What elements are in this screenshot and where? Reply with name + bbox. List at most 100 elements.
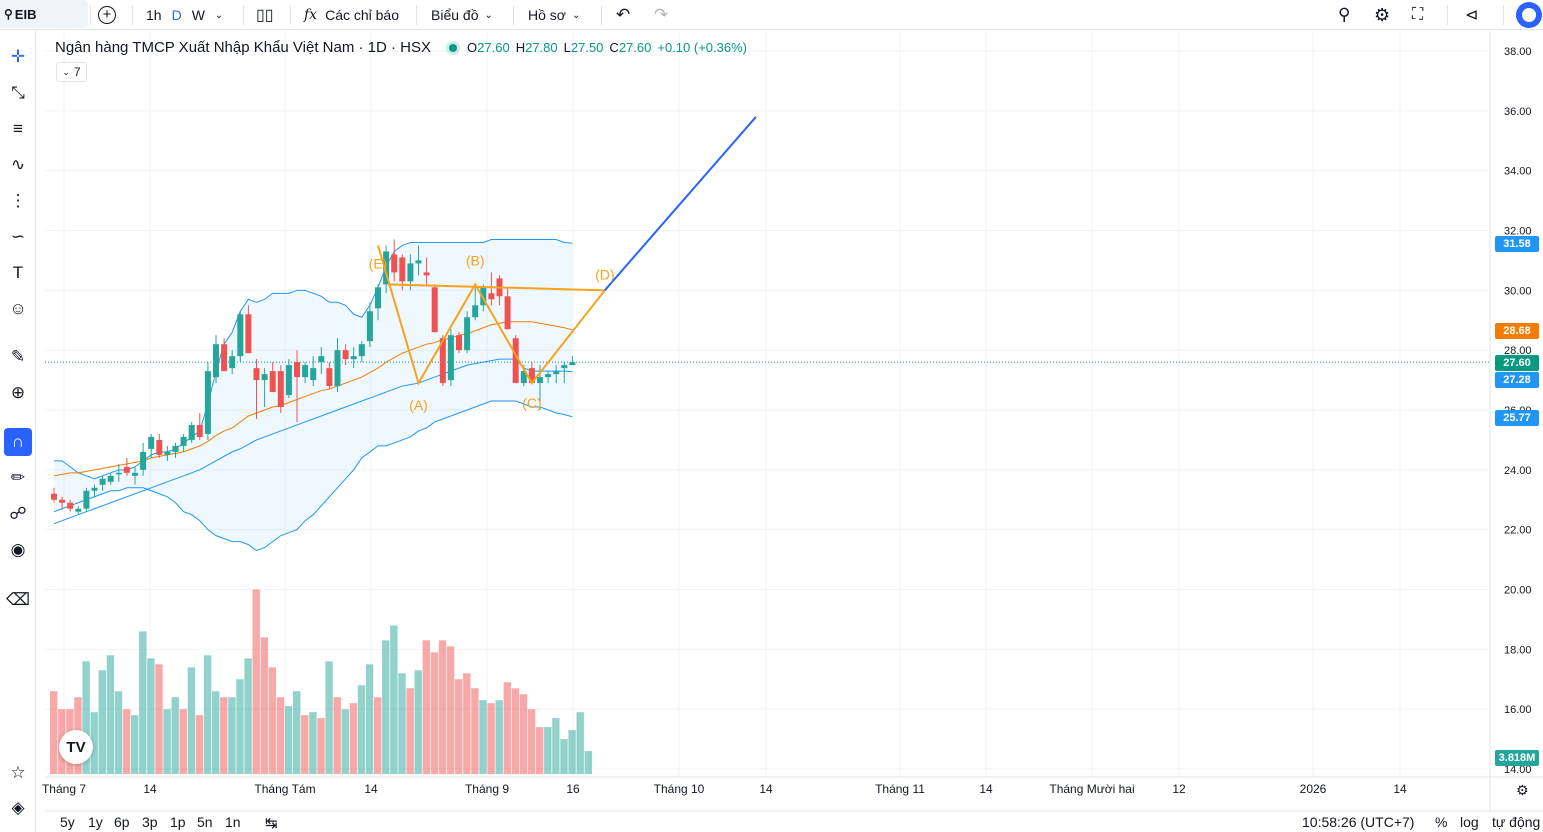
zoom-in-icon[interactable]: ⊕ bbox=[10, 383, 26, 402]
candle-body bbox=[431, 287, 438, 333]
symbol-search[interactable]: ⚲ EIB bbox=[0, 0, 88, 28]
plus-circle-icon: + bbox=[98, 6, 116, 24]
chart-style-button[interactable]: ▯▯ bbox=[256, 0, 274, 30]
price-tick-label: 34.00 bbox=[1504, 166, 1532, 178]
brush-icon[interactable]: ∽ bbox=[10, 227, 26, 246]
log-toggle[interactable]: log bbox=[1460, 814, 1479, 830]
time-tick-label: 12 bbox=[1172, 782, 1186, 796]
percent-toggle[interactable]: % bbox=[1435, 814, 1448, 830]
bottom-toolbar: 5y 1y 6p 3p 1p 5n 1n ↹ 10:58:26 (UTC+7) … bbox=[37, 812, 1543, 832]
interval-w[interactable]: W bbox=[191, 7, 205, 23]
pattern-connector-line bbox=[387, 283, 605, 292]
chart-layout-button[interactable]: Biểu đồ ⌄ bbox=[431, 0, 493, 30]
draw-lock-icon[interactable]: ✏ bbox=[10, 468, 26, 487]
symbol-title[interactable]: Ngân hàng TMCP Xuất Nhập Khẩu Việt Nam ·… bbox=[55, 39, 432, 56]
trash-icon[interactable]: ⌫ bbox=[5, 590, 31, 609]
eye-icon[interactable]: ◉ bbox=[10, 540, 26, 559]
candle-body bbox=[391, 254, 398, 273]
volume-bar bbox=[147, 658, 155, 774]
clock-time[interactable]: 10:58:26 (UTC+7) bbox=[1302, 814, 1415, 830]
candle-body bbox=[164, 451, 171, 455]
volume-bar bbox=[90, 712, 98, 774]
market-status-icon bbox=[449, 43, 458, 52]
time-tick-label: 14 bbox=[143, 782, 157, 796]
volume-bar bbox=[82, 661, 90, 774]
volume-bar bbox=[220, 697, 228, 774]
lock-icon[interactable]: ☍ bbox=[9, 504, 27, 523]
candle-body bbox=[334, 350, 341, 387]
settings-button[interactable]: ⚙ bbox=[1374, 0, 1390, 30]
volume-bar bbox=[244, 658, 252, 774]
axis-settings-icon[interactable]: ⚙ bbox=[1516, 783, 1529, 799]
candle-body bbox=[204, 371, 211, 434]
price-tick-label: 32.00 bbox=[1504, 226, 1532, 238]
time-tick-label: Tháng Tám bbox=[254, 782, 315, 796]
symbol-label: EIB bbox=[14, 6, 37, 22]
candle-body bbox=[67, 502, 74, 509]
compare-button[interactable]: + bbox=[98, 0, 116, 30]
range-1p[interactable]: 1p bbox=[170, 814, 186, 830]
volume-bar bbox=[228, 697, 236, 774]
volume-bar bbox=[114, 691, 123, 774]
candle-body bbox=[172, 445, 179, 452]
text-icon[interactable]: T bbox=[12, 263, 24, 282]
tradingview-logo-icon[interactable]: TV bbox=[59, 730, 93, 764]
watchlist-star-icon[interactable]: ☆ bbox=[10, 763, 26, 782]
candle-body bbox=[415, 260, 422, 264]
interval-1h[interactable]: 1h bbox=[146, 7, 162, 23]
undo-button[interactable]: ↶ bbox=[616, 0, 630, 30]
indicators-collapse-button[interactable]: ⌄ 7 bbox=[56, 62, 87, 82]
volume-bar bbox=[122, 709, 131, 774]
candle-body bbox=[504, 296, 511, 330]
ruler-icon[interactable]: ✎ bbox=[10, 347, 26, 366]
range-3p[interactable]: 3p bbox=[142, 814, 158, 830]
candle-body bbox=[512, 338, 519, 384]
volume-bar bbox=[584, 751, 592, 774]
profile-button[interactable]: Hồ sơ ⌄ bbox=[528, 0, 580, 30]
price-tick-label: 24.00 bbox=[1504, 465, 1532, 477]
volume-bar bbox=[568, 730, 576, 774]
quick-search-button[interactable]: ⚲ bbox=[1338, 0, 1350, 30]
range-5n[interactable]: 5n bbox=[197, 814, 213, 830]
bb-upper-price-label: 31.58 bbox=[1495, 236, 1539, 252]
volume-bar bbox=[179, 709, 187, 774]
share-button[interactable]: ⊲ bbox=[1465, 0, 1478, 30]
layers-icon[interactable]: ◈ bbox=[11, 798, 25, 817]
candle-body bbox=[399, 257, 406, 282]
bb-basis-price-label: 27.28 bbox=[1495, 372, 1539, 388]
date-range-icon[interactable]: ↹ bbox=[265, 815, 278, 832]
redo-button[interactable]: ↷ bbox=[654, 0, 668, 30]
prediction-icon[interactable]: ⋮ bbox=[9, 191, 27, 210]
pattern-icon[interactable]: ∿ bbox=[10, 155, 26, 174]
candle-body bbox=[375, 287, 381, 309]
pattern-leg-lines bbox=[377, 245, 606, 386]
top-toolbar: ⚲ EIB + 1h D W ⌄ ▯▯ fx Các chỉ báo Biểu … bbox=[0, 0, 1543, 30]
range-1n[interactable]: 1n bbox=[225, 814, 241, 830]
volume-bar bbox=[301, 715, 309, 774]
volume-bar bbox=[495, 700, 503, 774]
range-6p[interactable]: 6p bbox=[114, 814, 130, 830]
auto-toggle[interactable]: tự động bbox=[1492, 814, 1541, 830]
fullscreen-button[interactable]: ⛶ bbox=[1412, 0, 1423, 30]
volume-bar bbox=[519, 694, 528, 774]
interval-selector[interactable]: 1h D W ⌄ bbox=[146, 0, 223, 30]
candle-body bbox=[439, 338, 446, 384]
fib-retracement-icon[interactable]: ≡ bbox=[13, 119, 23, 138]
magnet-icon[interactable]: ∩ bbox=[4, 428, 32, 456]
volume-bar bbox=[438, 640, 447, 774]
indicators-button[interactable]: fx Các chỉ báo bbox=[304, 0, 399, 30]
trend-line-icon[interactable]: ⤡ bbox=[11, 83, 25, 102]
pattern-label: (B) bbox=[466, 252, 485, 268]
time-tick-label: 2026 bbox=[1300, 782, 1327, 796]
interval-d[interactable]: D bbox=[171, 7, 182, 23]
candle-body bbox=[528, 368, 535, 384]
range-1y[interactable]: 1y bbox=[88, 814, 103, 830]
candle-body bbox=[59, 499, 66, 503]
chevron-down-icon[interactable]: ⌄ bbox=[214, 9, 224, 21]
candle-body bbox=[326, 368, 333, 387]
emoji-icon[interactable]: ☺ bbox=[9, 299, 27, 318]
range-5y[interactable]: 5y bbox=[60, 814, 75, 830]
close-value: 27.60 bbox=[618, 40, 652, 55]
crosshair-icon[interactable]: ✛ bbox=[10, 47, 26, 66]
